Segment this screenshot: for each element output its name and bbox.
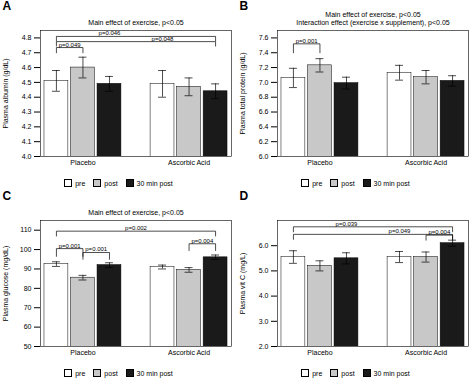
- html-text:pre: pre: [312, 179, 323, 187]
- html-text:post: post: [104, 369, 118, 377]
- svg-text:6.4: 6.4: [259, 123, 269, 130]
- svg-text:p=0.049: p=0.049: [389, 228, 412, 234]
- svg-text:3.0: 3.0: [259, 318, 269, 325]
- svg-text:A: A: [3, 0, 12, 13]
- svg-text:Plasma albumin (g/dL): Plasma albumin (g/dL): [2, 58, 10, 128]
- svg-text:p=0.004: p=0.004: [428, 229, 451, 235]
- svg-text:p=0.002: p=0.002: [125, 225, 148, 231]
- svg-text:60: 60: [24, 323, 32, 330]
- html-text:30 min post: 30 min post: [136, 179, 173, 187]
- svg-text:7.6: 7.6: [259, 34, 269, 41]
- svg-text:p=0.049: p=0.049: [59, 42, 82, 48]
- svg-text:6.0: 6.0: [259, 153, 269, 160]
- svg-text:4.0: 4.0: [22, 153, 32, 160]
- html-text:pre: pre: [312, 369, 323, 377]
- html-text:30 min post: 30 min post: [136, 369, 173, 377]
- html-text:30 min post: 30 min post: [373, 179, 410, 187]
- svg-text:50: 50: [24, 343, 32, 350]
- html-text:post: post: [341, 369, 355, 377]
- svg-text:4.5: 4.5: [22, 79, 32, 86]
- svg-text:4.0: 4.0: [259, 292, 269, 299]
- svg-text:Placebo: Placebo: [307, 159, 332, 166]
- svg-text:Ascorbic Acid: Ascorbic Acid: [168, 159, 210, 166]
- svg-text:Plasma vit C (mg/L): Plasma vit C (mg/L): [239, 253, 247, 314]
- svg-text:p=0.048: p=0.048: [152, 36, 175, 42]
- html-text:post: post: [104, 179, 118, 187]
- svg-text:C: C: [3, 190, 12, 203]
- svg-text:4.1: 4.1: [22, 138, 32, 145]
- svg-text:4.7: 4.7: [22, 49, 32, 56]
- svg-text:Main effect of exercise, p<0.0: Main effect of exercise, p<0.05: [88, 19, 184, 27]
- svg-text:4.8: 4.8: [22, 34, 32, 41]
- svg-text:Plasma total protein (g/dL): Plasma total protein (g/dL): [239, 52, 247, 134]
- svg-text:7.0: 7.0: [259, 79, 269, 86]
- svg-text:Main effect of exercise, p<0.0: Main effect of exercise, p<0.05Interacti…: [296, 11, 449, 26]
- svg-text:Ascorbic Acid: Ascorbic Acid: [168, 349, 210, 356]
- svg-text:7.2: 7.2: [259, 64, 269, 71]
- svg-text:p=0.001: p=0.001: [296, 38, 319, 44]
- svg-text:p=0.039: p=0.039: [336, 221, 359, 227]
- svg-text:100: 100: [20, 246, 32, 253]
- svg-text:4.2: 4.2: [22, 123, 32, 130]
- svg-text:110: 110: [20, 226, 31, 233]
- svg-text:Main effect of exercise, p<0.0: Main effect of exercise, p<0.05: [88, 209, 184, 217]
- svg-text:Plasma glucose (mg/dL): Plasma glucose (mg/dL): [2, 246, 10, 321]
- svg-text:Ascorbic Acid: Ascorbic Acid: [405, 159, 447, 166]
- html-text:post: post: [341, 179, 355, 187]
- svg-text:2.0: 2.0: [259, 343, 269, 350]
- svg-text:6.6: 6.6: [259, 108, 269, 115]
- svg-text:D: D: [240, 190, 249, 203]
- svg-text:90: 90: [24, 265, 32, 272]
- svg-text:70: 70: [24, 304, 32, 311]
- svg-text:p=0.004: p=0.004: [191, 238, 214, 244]
- svg-text:7.4: 7.4: [259, 49, 269, 56]
- svg-text:Placebo: Placebo: [307, 349, 332, 356]
- html-text:pre: pre: [75, 179, 86, 187]
- svg-text:Placebo: Placebo: [70, 159, 95, 166]
- svg-text:6.0: 6.0: [259, 242, 269, 249]
- svg-text:6.2: 6.2: [259, 138, 269, 145]
- svg-text:Placebo: Placebo: [70, 349, 95, 356]
- svg-text:B: B: [240, 0, 249, 13]
- html-text:pre: pre: [75, 369, 86, 377]
- svg-text:5.0: 5.0: [259, 267, 269, 274]
- svg-text:4.4: 4.4: [22, 93, 32, 100]
- svg-text:4.3: 4.3: [22, 108, 32, 115]
- svg-text:p=0.001: p=0.001: [85, 246, 108, 252]
- svg-text:6.8: 6.8: [259, 93, 269, 100]
- html-text:30 min post: 30 min post: [373, 369, 410, 377]
- svg-text:p=0.001: p=0.001: [59, 243, 82, 249]
- svg-text:80: 80: [24, 285, 32, 292]
- svg-text:Ascorbic Acid: Ascorbic Acid: [405, 349, 447, 356]
- svg-text:4.6: 4.6: [22, 64, 32, 71]
- svg-text:p=0.046: p=0.046: [99, 30, 122, 36]
